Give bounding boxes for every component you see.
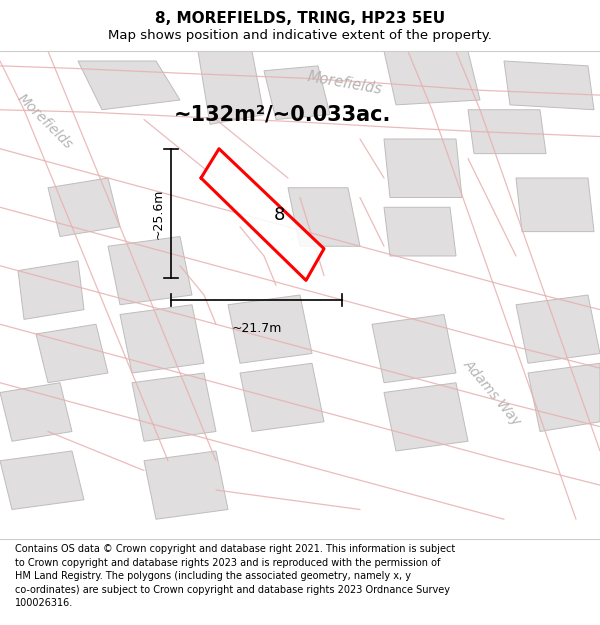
Polygon shape <box>48 178 120 236</box>
Polygon shape <box>108 236 192 305</box>
Text: Morefields: Morefields <box>14 92 76 152</box>
Polygon shape <box>384 382 468 451</box>
Text: Adams Way: Adams Way <box>460 357 524 428</box>
Polygon shape <box>384 208 456 256</box>
Polygon shape <box>198 51 264 124</box>
Polygon shape <box>228 295 312 363</box>
Polygon shape <box>372 314 456 382</box>
Text: 8: 8 <box>274 206 284 224</box>
Text: Contains OS data © Crown copyright and database right 2021. This information is : Contains OS data © Crown copyright and d… <box>15 544 455 608</box>
Polygon shape <box>120 305 204 373</box>
Polygon shape <box>288 188 360 246</box>
Polygon shape <box>0 451 84 509</box>
Polygon shape <box>0 382 72 441</box>
Text: ~132m²/~0.033ac.: ~132m²/~0.033ac. <box>173 104 391 124</box>
Polygon shape <box>384 139 462 198</box>
Text: ~21.7m: ~21.7m <box>232 322 281 335</box>
Polygon shape <box>504 61 594 110</box>
Polygon shape <box>468 110 546 154</box>
Text: Morefields: Morefields <box>307 69 383 97</box>
Polygon shape <box>264 66 330 119</box>
Polygon shape <box>18 261 84 319</box>
Polygon shape <box>201 149 324 281</box>
Polygon shape <box>384 51 480 105</box>
Polygon shape <box>528 363 600 431</box>
Polygon shape <box>240 363 324 431</box>
Polygon shape <box>516 295 600 363</box>
Polygon shape <box>36 324 108 382</box>
Polygon shape <box>144 451 228 519</box>
Polygon shape <box>78 61 180 110</box>
Polygon shape <box>132 373 216 441</box>
Polygon shape <box>516 178 594 232</box>
Text: Map shows position and indicative extent of the property.: Map shows position and indicative extent… <box>108 29 492 42</box>
Text: 8, MOREFIELDS, TRING, HP23 5EU: 8, MOREFIELDS, TRING, HP23 5EU <box>155 11 445 26</box>
Text: ~25.6m: ~25.6m <box>151 188 164 239</box>
